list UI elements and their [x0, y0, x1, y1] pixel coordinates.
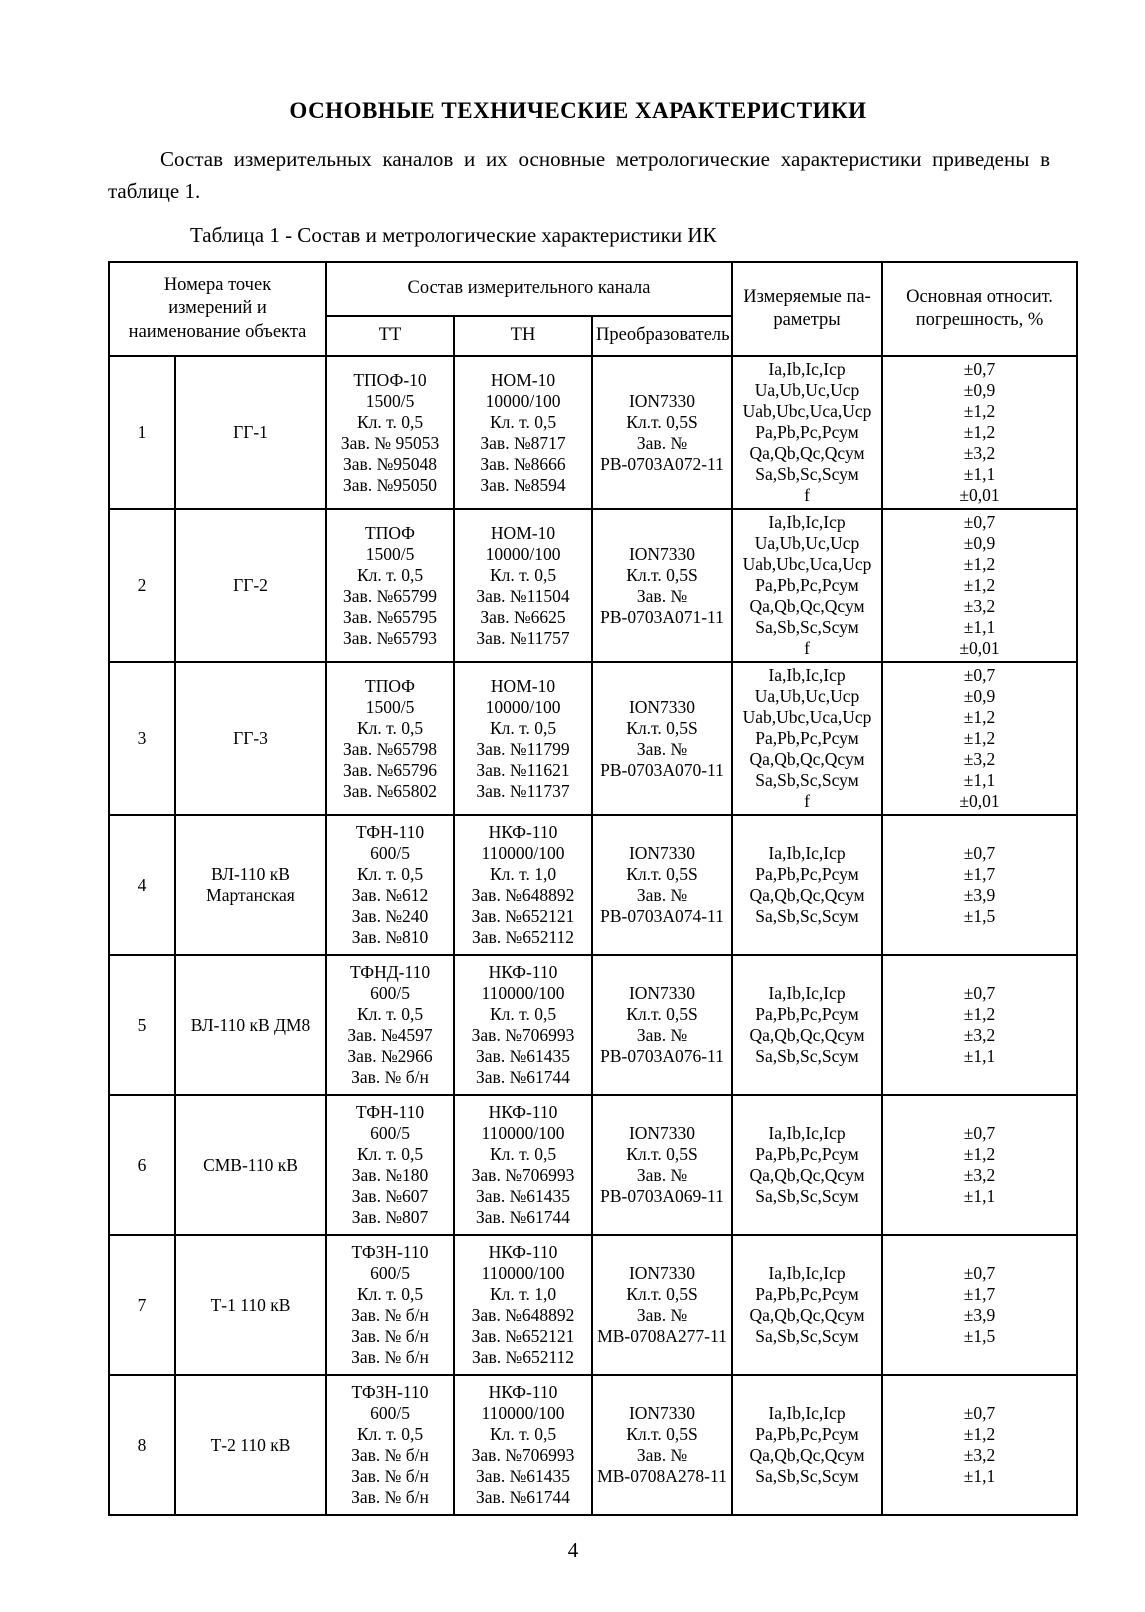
cell-object-name: ГГ-1: [173, 355, 328, 510]
cell-error: ±0,7 ±0,9 ±1,2 ±1,2 ±3,2 ±1,1 ±0,01: [881, 355, 1079, 510]
cell-converter: ION7330 Кл.т. 0,5S Зав. № РВ-0703А072-11: [591, 355, 734, 510]
cell-converter: ION7330 Кл.т. 0,5S Зав. № РВ-0703А074-11: [591, 814, 734, 956]
header-tt: ТТ: [325, 315, 456, 357]
table-row: 8 Т-2 110 кВ ТФЗН-110 600/5 Кл. т. 0,5 З…: [108, 1374, 1079, 1516]
table-row: 3 ГГ-3 ТПОФ 1500/5 Кл. т. 0,5 Зав. №6579…: [108, 661, 1079, 816]
page-number: 4: [567, 1538, 579, 1562]
header-converter: Преобразователь: [591, 315, 734, 357]
cell-converter: ION7330 Кл.т. 0,5S Зав. № МВ-0708А277-11: [591, 1234, 734, 1376]
table-header: Номера точек измерений и наименование об…: [107, 261, 1079, 357]
cell-params: Ia,Ib,Ic,Iср Ua,Ub,Uc,Uср Uab,Ubc,Uca,Uс…: [731, 508, 884, 663]
cell-tn: НКФ-110 110000/100 Кл. т. 1,0 Зав. №6488…: [453, 1234, 594, 1376]
cell-tn: НКФ-110 110000/100 Кл. т. 0,5 Зав. №7069…: [453, 1374, 594, 1516]
intro-paragraph: Состав измерительных каналов и их основн…: [108, 147, 1050, 203]
table-row: 5 ВЛ-110 кВ ДМ8 ТФНД-110 600/5 Кл. т. 0,…: [108, 954, 1079, 1096]
cell-tn: НОМ-10 10000/100 Кл. т. 0,5 Зав. №8717 З…: [453, 355, 594, 510]
cell-params: Ia,Ib,Ic,Iср Pa,Pb,Pc,Pсум Qa,Qb,Qc,Qсум…: [731, 814, 884, 956]
cell-object-name: ГГ-3: [173, 661, 328, 816]
cell-tt: ТФН-110 600/5 Кл. т. 0,5 Зав. №180 Зав. …: [325, 1094, 456, 1236]
cell-row-number: 8: [108, 1374, 176, 1516]
table-row: 4 ВЛ-110 кВ Мартанская ТФН-110 600/5 Кл.…: [108, 814, 1079, 956]
cell-converter: ION7330 Кл.т. 0,5S Зав. № МВ-0708А278-11: [591, 1374, 734, 1516]
header-measured-params: Измеряемые па- раметры: [731, 261, 884, 357]
header-relative-error: Основная относит. погрешность, %: [881, 261, 1079, 357]
cell-tt: ТПОФ-10 1500/5 Кл. т. 0,5 Зав. № 95053 З…: [325, 355, 456, 510]
table-row: 6 СМВ-110 кВ ТФН-110 600/5 Кл. т. 0,5 За…: [108, 1094, 1079, 1236]
cell-params: Ia,Ib,Ic,Iср Pa,Pb,Pc,Pсум Qa,Qb,Qc,Qсум…: [731, 954, 884, 1096]
header-row-sub: ТТ ТН Преобразователь: [109, 315, 1077, 357]
table-row: 2 ГГ-2 ТПОФ 1500/5 Кл. т. 0,5 Зав. №6579…: [108, 508, 1079, 663]
cell-tt: ТПОФ 1500/5 Кл. т. 0,5 Зав. №65799 Зав. …: [325, 508, 456, 663]
cell-tn: НКФ-110 110000/100 Кл. т. 0,5 Зав. №7069…: [453, 954, 594, 1096]
table-body: 1 ГГ-1 ТПОФ-10 1500/5 Кл. т. 0,5 Зав. № …: [108, 355, 1079, 1516]
cell-params: Ia,Ib,Ic,Iср Pa,Pb,Pc,Pсум Qa,Qb,Qc,Qсум…: [731, 1374, 884, 1516]
cell-error: ±0,7 ±1,2 ±3,2 ±1,1: [881, 1094, 1079, 1236]
cell-params: Ia,Ib,Ic,Iср Pa,Pb,Pc,Pсум Qa,Qb,Qc,Qсум…: [731, 1234, 884, 1376]
cell-row-number: 5: [108, 954, 176, 1096]
table-caption: Таблица 1 - Состав и метрологические хар…: [190, 223, 717, 247]
cell-row-number: 2: [108, 508, 176, 663]
cell-params: Ia,Ib,Ic,Iср Pa,Pb,Pc,Pсум Qa,Qb,Qc,Qсум…: [731, 1094, 884, 1236]
cell-row-number: 1: [108, 355, 176, 510]
cell-row-number: 7: [108, 1234, 176, 1376]
measurement-channels-table: Номера точек измерений и наименование об…: [107, 261, 1079, 1516]
table-row: 1 ГГ-1 ТПОФ-10 1500/5 Кл. т. 0,5 Зав. № …: [108, 355, 1079, 510]
cell-error: ±0,7 ±1,7 ±3,9 ±1,5: [881, 1234, 1079, 1376]
cell-converter: ION7330 Кл.т. 0,5S Зав. № РВ-0703А071-11: [591, 508, 734, 663]
header-row-top: Номера точек измерений и наименование об…: [107, 261, 1079, 357]
cell-params: Ia,Ib,Ic,Iср Ua,Ub,Uc,Uср Uab,Ubc,Uca,Uс…: [731, 355, 884, 510]
cell-tt: ТФЗН-110 600/5 Кл. т. 0,5 Зав. № б/н Зав…: [325, 1234, 456, 1376]
cell-row-number: 6: [108, 1094, 176, 1236]
cell-params: Ia,Ib,Ic,Iср Ua,Ub,Uc,Uср Uab,Ubc,Uca,Uс…: [731, 661, 884, 816]
cell-converter: ION7330 Кл.т. 0,5S Зав. № РВ-0703А076-11: [591, 954, 734, 1096]
cell-tn: НКФ-110 110000/100 Кл. т. 0,5 Зав. №7069…: [453, 1094, 594, 1236]
cell-object-name: СМВ-110 кВ: [173, 1094, 328, 1236]
cell-converter: ION7330 Кл.т. 0,5S Зав. № РВ-0703А070-11: [591, 661, 734, 816]
cell-object-name: ВЛ-110 кВ Мартанская: [173, 814, 328, 956]
cell-error: ±0,7 ±0,9 ±1,2 ±1,2 ±3,2 ±1,1 ±0,01: [881, 508, 1079, 663]
cell-object-name: ВЛ-110 кВ ДМ8: [173, 954, 328, 1096]
cell-tt: ТФНД-110 600/5 Кл. т. 0,5 Зав. №4597 Зав…: [325, 954, 456, 1096]
table-row: 7 Т-1 110 кВ ТФЗН-110 600/5 Кл. т. 0,5 З…: [108, 1234, 1079, 1376]
cell-tn: НОМ-10 10000/100 Кл. т. 0,5 Зав. №11799 …: [453, 661, 594, 816]
page-title: ОСНОВНЫЕ ТЕХНИЧЕСКИЕ ХАРАКТЕРИСТИКИ: [289, 98, 867, 123]
cell-tt: ТПОФ 1500/5 Кл. т. 0,5 Зав. №65798 Зав. …: [325, 661, 456, 816]
header-points-column: Номера точек измерений и наименование об…: [107, 261, 328, 357]
cell-error: ±0,7 ±1,2 ±3,2 ±1,1: [881, 954, 1079, 1096]
cell-object-name: Т-2 110 кВ: [173, 1374, 328, 1516]
cell-converter: ION7330 Кл.т. 0,5S Зав. № РВ-0703А069-11: [591, 1094, 734, 1236]
cell-row-number: 4: [108, 814, 176, 956]
header-channel-group: Состав измерительного канала: [325, 261, 734, 317]
cell-error: ±0,7 ±1,7 ±3,9 ±1,5: [881, 814, 1079, 956]
cell-tn: НКФ-110 110000/100 Кл. т. 1,0 Зав. №6488…: [453, 814, 594, 956]
cell-tt: ТФЗН-110 600/5 Кл. т. 0,5 Зав. № б/н Зав…: [325, 1374, 456, 1516]
cell-error: ±0,7 ±1,2 ±3,2 ±1,1: [881, 1374, 1079, 1516]
cell-row-number: 3: [108, 661, 176, 816]
cell-object-name: Т-1 110 кВ: [173, 1234, 328, 1376]
cell-object-name: ГГ-2: [173, 508, 328, 663]
cell-tn: НОМ-10 10000/100 Кл. т. 0,5 Зав. №11504 …: [453, 508, 594, 663]
cell-tt: ТФН-110 600/5 Кл. т. 0,5 Зав. №612 Зав. …: [325, 814, 456, 956]
cell-error: ±0,7 ±0,9 ±1,2 ±1,2 ±3,2 ±1,1 ±0,01: [881, 661, 1079, 816]
header-tn: ТН: [453, 315, 594, 357]
